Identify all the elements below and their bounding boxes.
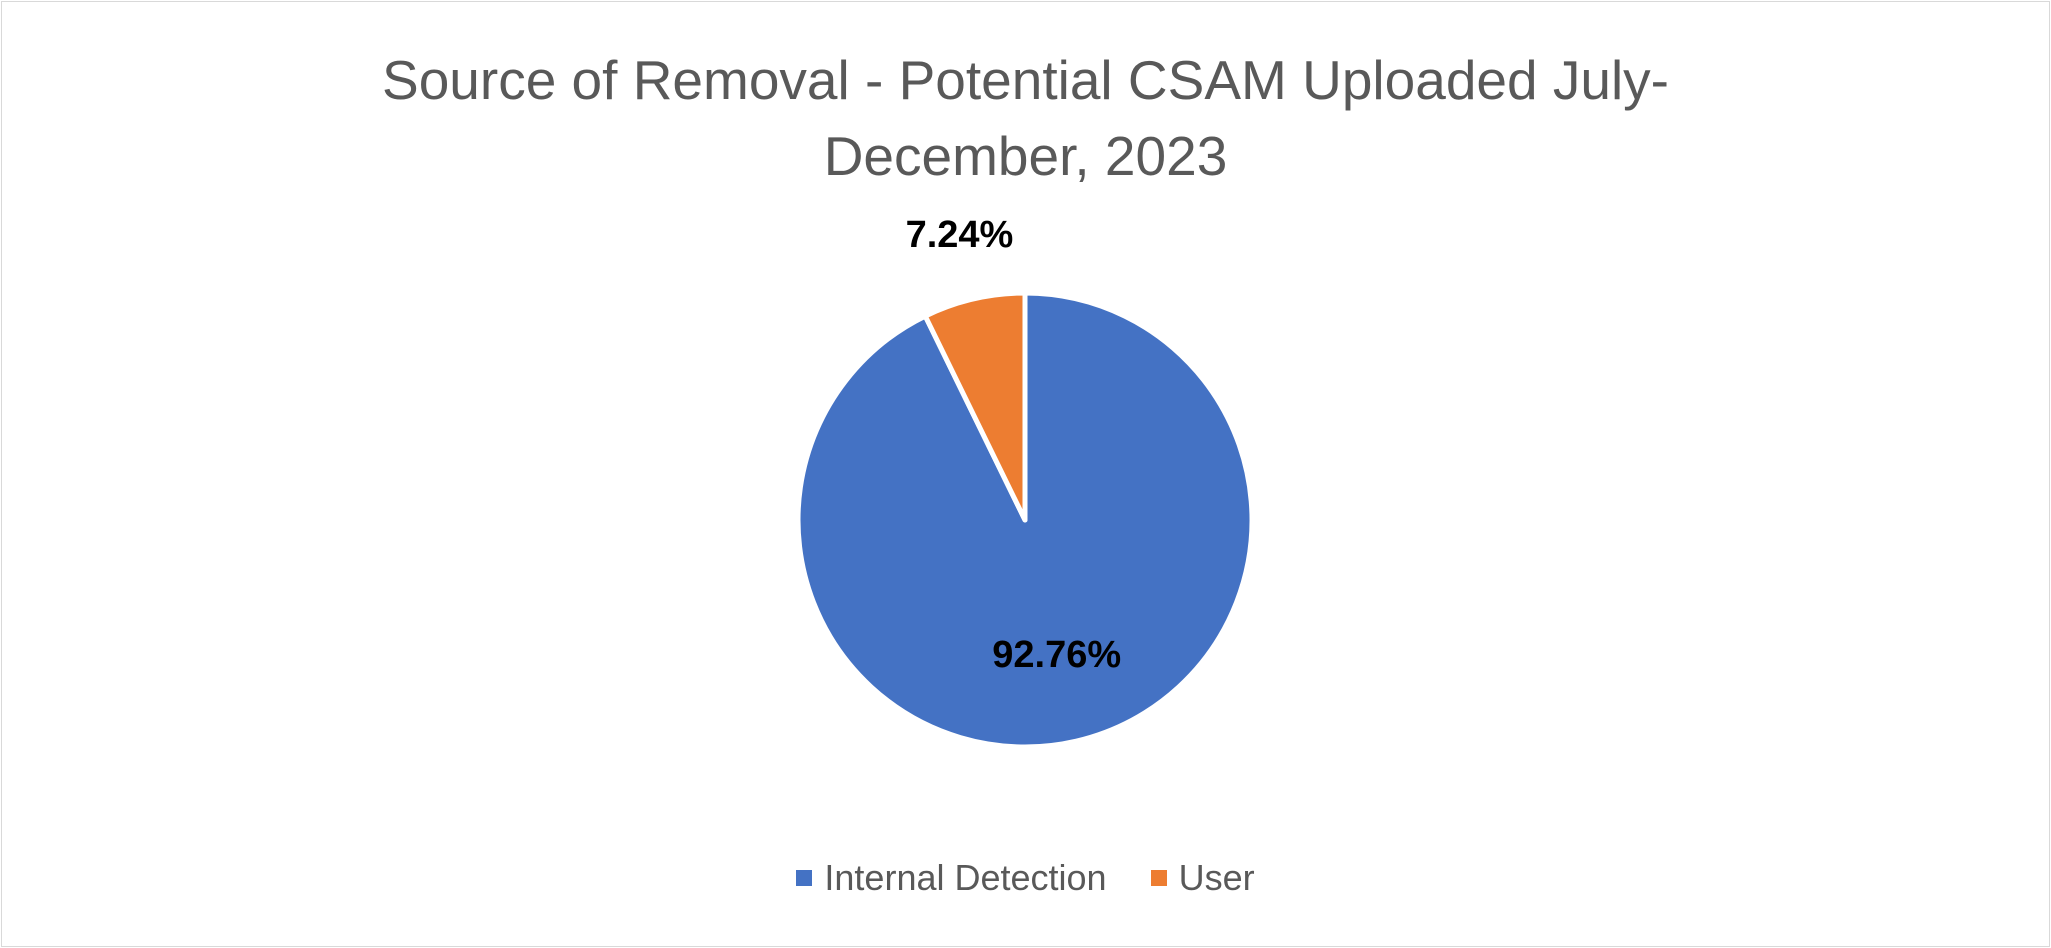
chart-title-line-2: December, 2023	[823, 125, 1228, 187]
chart-title-line-1: Source of Removal - Potential CSAM Uploa…	[382, 49, 1669, 111]
legend-item-internal-detection: Internal Detection	[796, 857, 1107, 899]
legend-swatch-user	[1150, 870, 1167, 886]
legend-item-user: User	[1150, 857, 1255, 899]
pie-slices	[795, 290, 1255, 750]
legend-label-internal-detection: Internal Detection	[824, 857, 1107, 898]
pie-slice-user	[922, 290, 1028, 523]
data-label-user: 7.24%	[906, 214, 1014, 256]
legend-swatch-internal-detection	[796, 870, 813, 886]
data-label-internal-detection: 92.76%	[992, 634, 1121, 676]
legend-label-user: User	[1178, 857, 1255, 898]
pie-data-labels: 92.76% 7.24%	[906, 214, 1122, 676]
legend: Internal Detection User	[0, 857, 2051, 899]
chart-title: Source of Removal - Potential CSAM Uploa…	[0, 42, 2051, 194]
